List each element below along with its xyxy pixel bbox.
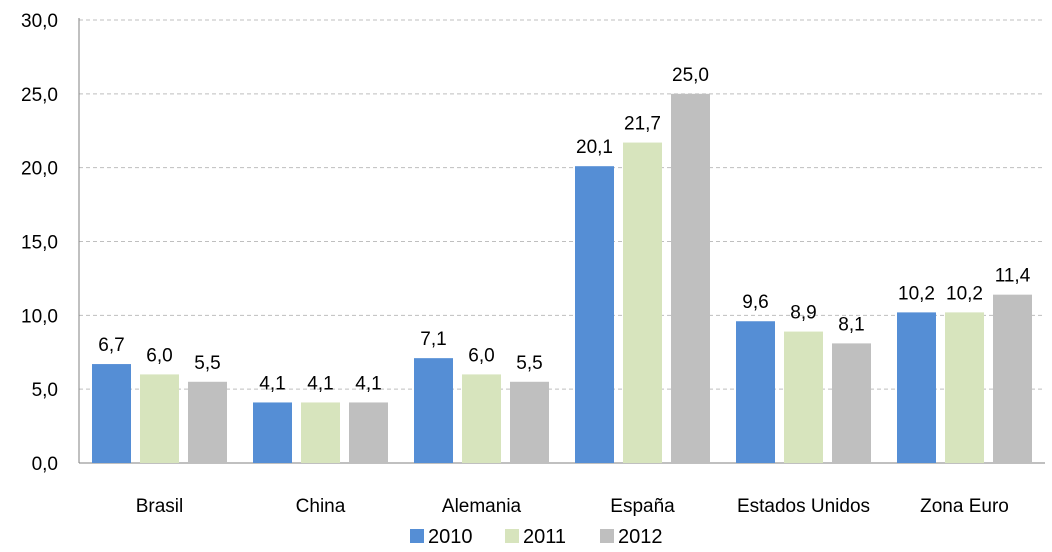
data-label: 8,1 bbox=[838, 314, 864, 335]
x-tick-label: Brasil bbox=[136, 496, 184, 517]
legend-label: 2011 bbox=[523, 526, 566, 548]
bar-2012 bbox=[671, 93, 710, 463]
x-tick-label: Alemania bbox=[442, 496, 522, 517]
y-tick-label: 15,0 bbox=[21, 233, 58, 254]
bar-2010 bbox=[92, 364, 131, 463]
y-tick-label: 20,0 bbox=[21, 159, 58, 180]
data-label: 9,6 bbox=[742, 292, 768, 313]
data-label: 4,1 bbox=[307, 373, 333, 394]
data-label: 4,1 bbox=[259, 373, 285, 394]
bar-2010 bbox=[414, 358, 453, 463]
bar-2012 bbox=[349, 402, 388, 463]
bar-2012 bbox=[510, 381, 549, 463]
bar-2011 bbox=[623, 142, 662, 463]
data-label: 21,7 bbox=[624, 114, 661, 135]
bar-2011 bbox=[462, 374, 501, 463]
x-tick-label: China bbox=[296, 496, 346, 517]
y-tick-label: 25,0 bbox=[21, 85, 58, 106]
bar-2011 bbox=[945, 312, 984, 463]
data-label: 10,2 bbox=[898, 283, 935, 304]
bar-2011 bbox=[301, 402, 340, 463]
data-label: 5,5 bbox=[516, 353, 542, 374]
x-tick-label: Estados Unidos bbox=[737, 496, 870, 517]
legend-swatch bbox=[505, 529, 519, 543]
legend-swatch bbox=[600, 529, 614, 543]
y-tick-label: 0,0 bbox=[32, 454, 58, 475]
y-tick-label: 5,0 bbox=[32, 380, 58, 401]
bar-2010 bbox=[575, 166, 614, 463]
bar-2011 bbox=[784, 331, 823, 463]
x-tick-label: Zona Euro bbox=[920, 496, 1009, 517]
legend-label: 2010 bbox=[428, 526, 473, 548]
bar-2012 bbox=[188, 381, 227, 463]
bar-2010 bbox=[253, 402, 292, 463]
data-label: 4,1 bbox=[355, 373, 381, 394]
bar-2010 bbox=[736, 321, 775, 463]
data-label: 6,0 bbox=[468, 345, 494, 366]
data-label: 10,2 bbox=[946, 283, 983, 304]
bar-2012 bbox=[832, 343, 871, 463]
data-label: 20,1 bbox=[576, 137, 613, 158]
y-tick-label: 30,0 bbox=[21, 11, 58, 32]
data-label: 5,5 bbox=[194, 353, 220, 374]
x-tick-label: España bbox=[610, 496, 675, 517]
bar-2011 bbox=[140, 374, 179, 463]
data-label: 7,1 bbox=[420, 329, 446, 350]
data-label: 8,9 bbox=[790, 303, 816, 324]
data-label: 25,0 bbox=[672, 65, 709, 86]
data-label: 6,7 bbox=[98, 335, 124, 356]
bar-2012 bbox=[993, 294, 1032, 463]
data-label: 11,4 bbox=[995, 266, 1031, 287]
y-tick-label: 10,0 bbox=[21, 306, 58, 327]
legend-label: 2012 bbox=[618, 526, 663, 548]
bar-2010 bbox=[897, 312, 936, 463]
data-label: 6,0 bbox=[146, 345, 172, 366]
legend-swatch bbox=[410, 529, 424, 543]
